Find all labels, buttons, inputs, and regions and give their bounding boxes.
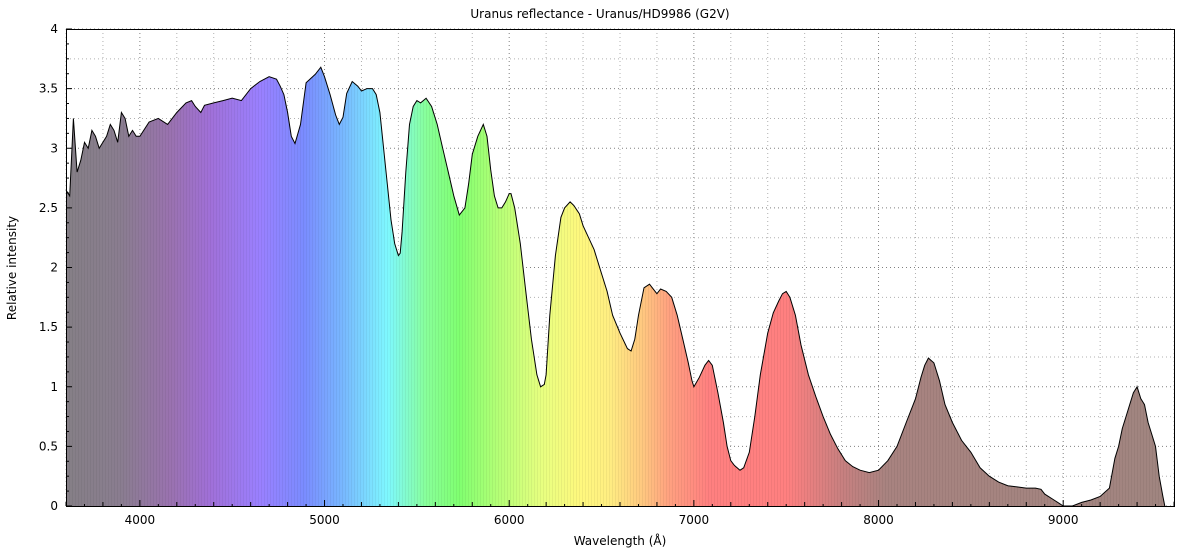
y-tick-label: 1 [50, 380, 58, 394]
x-axis-label: Wavelength (Å) [574, 533, 667, 548]
spectrum-texture [66, 67, 1165, 506]
spectrum-area [65, 66, 1166, 507]
y-tick-label: 0.5 [39, 439, 58, 453]
spectrum-line [65, 66, 1166, 507]
x-tick-label: 6000 [494, 513, 525, 527]
x-tick-label: 4000 [125, 513, 156, 527]
y-axis: 0 0.5 1 1.5 2 2.5 3 3.5 4 [39, 22, 72, 513]
plot-frame [66, 29, 1175, 507]
chart-title: Uranus reflectance - Uranus/HD9986 (G2V) [470, 7, 729, 21]
x-tick-label: 9000 [1048, 513, 1079, 527]
x-tick-label: 8000 [863, 513, 894, 527]
y-tick-label: 3.5 [39, 82, 58, 96]
x-tick-label: 5000 [309, 513, 340, 527]
y-tick-label: 2.5 [39, 201, 58, 215]
y-tick-label: 0 [50, 499, 58, 513]
x-axis: 4000 5000 6000 7000 8000 9000 [65, 500, 1175, 527]
y-tick-label: 2 [50, 261, 58, 275]
x-tick-label: 7000 [679, 513, 710, 527]
y-tick-label: 1.5 [39, 320, 58, 334]
y-tick-label: 3 [50, 141, 58, 155]
y-tick-label: 4 [50, 22, 58, 36]
y-axis-label: Relative intensity [5, 216, 19, 320]
